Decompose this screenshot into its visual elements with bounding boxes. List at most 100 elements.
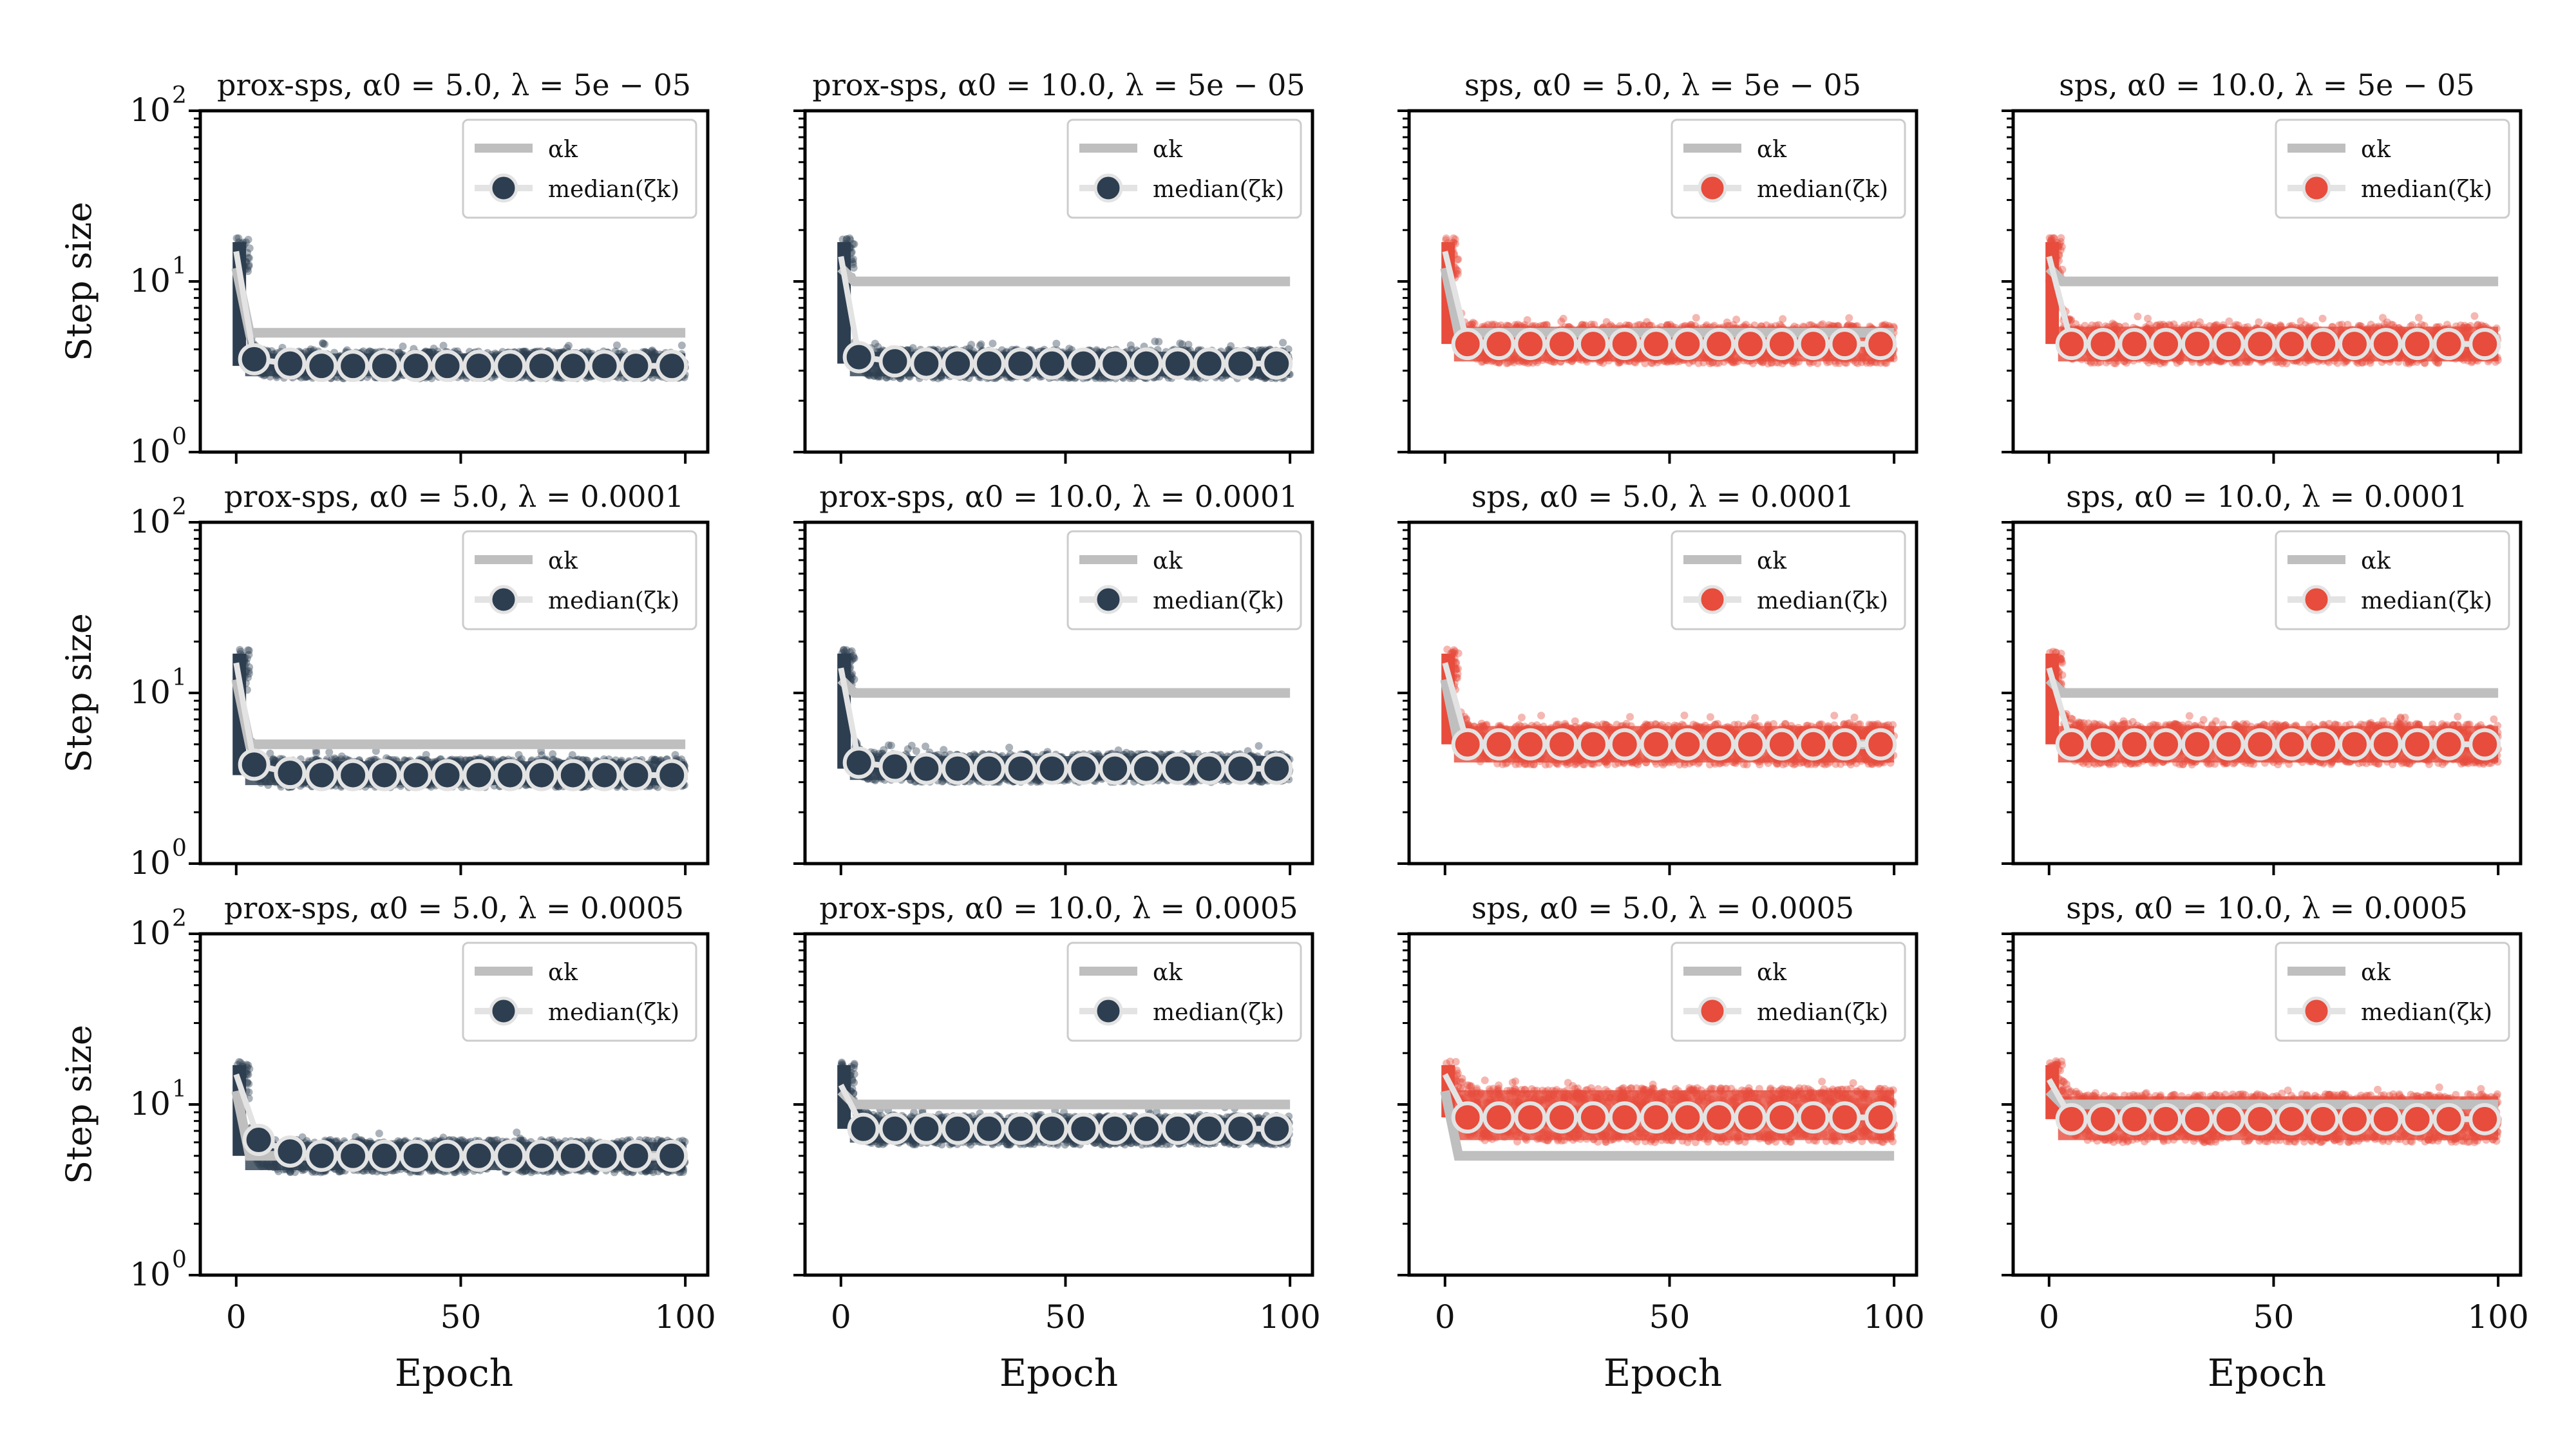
median-marker: [1577, 328, 1609, 361]
zeta-point: [1454, 267, 1462, 275]
zeta-point: [564, 341, 573, 350]
zeta-point: [1578, 321, 1587, 329]
zeta-point: [2045, 234, 2054, 242]
y-tick-label: 10: [129, 262, 171, 299]
zeta-point: [1227, 342, 1235, 350]
zeta-point: [1732, 316, 1741, 324]
zeta-point: [842, 234, 851, 243]
zeta-point: [1454, 255, 1463, 263]
zeta-point: [1814, 359, 1822, 368]
median-marker: [1703, 328, 1736, 361]
zeta-point: [849, 240, 857, 248]
zeta-point: [1666, 321, 1674, 329]
median-marker: [842, 341, 875, 374]
zeta-point: [1052, 339, 1061, 348]
y-axis-label: Step size: [59, 202, 99, 361]
zeta-point: [2338, 321, 2346, 329]
median-marker: [1260, 347, 1293, 380]
zeta-point: [1602, 317, 1611, 326]
zeta-point: [849, 258, 857, 266]
legend-median-label: median(ζk): [1153, 176, 1284, 203]
y-axis: [793, 109, 805, 453]
median-marker: [1671, 328, 1704, 361]
alpha-line: [837, 264, 1291, 287]
zeta-point: [307, 345, 315, 354]
zeta-point: [1178, 340, 1186, 348]
zeta-point: [1845, 314, 1853, 322]
median-marker: [1608, 328, 1641, 361]
median-marker: [910, 347, 943, 380]
median-marker: [1640, 328, 1672, 361]
zeta-point: [1442, 234, 1450, 242]
zeta-point: [849, 260, 857, 269]
zeta-point: [1279, 339, 1287, 347]
legend: αk median(ζk): [1671, 118, 1906, 219]
median-marker: [972, 347, 1005, 380]
zeta-point: [838, 235, 847, 243]
zeta-point: [1748, 359, 1757, 368]
zeta-point: [1488, 320, 1496, 328]
zeta-point: [846, 234, 854, 243]
median-marker: [1797, 328, 1830, 361]
plot-area: [231, 234, 689, 383]
zeta-point: [1643, 317, 1651, 326]
legend-alpha-label: αk: [1757, 137, 1787, 163]
zeta-point: [967, 341, 976, 349]
legend-alpha-label: αk: [548, 137, 578, 163]
median-marker: [274, 347, 307, 380]
y-tick-label: 10: [129, 91, 171, 129]
zeta-point: [430, 345, 438, 353]
zeta-point: [319, 339, 327, 347]
legend-median-marker: [1698, 173, 1727, 203]
zeta-point: [234, 234, 243, 242]
y-tick-exponent: 0: [172, 424, 187, 450]
zeta-point: [399, 342, 407, 350]
median-marker: [1514, 328, 1547, 361]
median-marker: [1765, 328, 1798, 361]
legend-median-label: median(ζk): [1757, 176, 1888, 203]
zeta-point: [520, 347, 528, 355]
zeta-point: [1128, 345, 1136, 354]
median-marker: [588, 350, 621, 383]
zeta-point: [1065, 345, 1074, 353]
median-marker: [494, 350, 527, 383]
zeta-point: [1151, 337, 1159, 346]
subplot-title: prox-sps, α0 = 5.0, λ = 5e − 05: [217, 68, 691, 102]
zeta-point: [365, 347, 374, 355]
zeta-point: [1468, 320, 1476, 328]
median-marker: [1130, 347, 1162, 380]
median-marker: [1067, 347, 1100, 380]
zeta-point: [1778, 359, 1786, 368]
zeta-point: [1129, 374, 1137, 383]
zeta-point: [1542, 321, 1551, 329]
zeta-point: [849, 263, 858, 272]
zeta-point: [2443, 321, 2451, 329]
zeta-point: [583, 347, 592, 355]
zeta-point: [563, 344, 571, 352]
y-tick-label: 10: [129, 433, 171, 470]
zeta-point: [871, 339, 879, 348]
median-marker: [878, 345, 911, 378]
y-tick-exponent: 2: [172, 82, 187, 109]
zeta-point: [1092, 374, 1100, 383]
zeta-point: [245, 262, 253, 270]
zeta-point: [1513, 320, 1522, 328]
zeta-point: [1559, 314, 1567, 323]
median-marker: [1036, 347, 1068, 380]
median-marker: [337, 350, 370, 383]
zeta-point: [1126, 341, 1135, 350]
median-marker: [238, 343, 270, 375]
legend-box: [1066, 118, 1302, 219]
median-marker: [431, 350, 464, 383]
zeta-point: [1776, 321, 1784, 329]
zeta-point: [1590, 321, 1598, 329]
zeta-point: [849, 255, 857, 263]
zeta-point: [245, 261, 253, 269]
legend-box: [1671, 118, 1906, 219]
zeta-point: [612, 341, 621, 350]
zeta-point: [648, 346, 656, 355]
